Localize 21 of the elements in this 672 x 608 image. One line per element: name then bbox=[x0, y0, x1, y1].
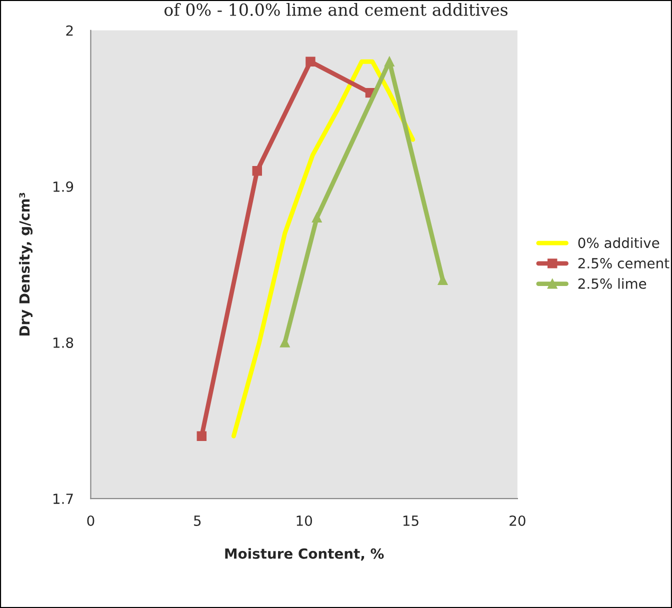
y-axis-title: Dry Density, g/cm³ bbox=[18, 192, 33, 336]
x-axis-title: Moisture Content, % bbox=[225, 548, 384, 561]
point bbox=[252, 166, 262, 176]
x-tick-label: 15 bbox=[403, 516, 418, 526]
x-tick-label: 10 bbox=[296, 515, 312, 526]
chart-title: of 0% - 10.0% lime and cement additives bbox=[164, 3, 508, 16]
legend-label: 0% additive bbox=[578, 237, 660, 248]
point bbox=[306, 56, 316, 66]
x-tick-label: 5 bbox=[194, 516, 201, 526]
point bbox=[312, 212, 322, 223]
legend-label: 2.5% lime bbox=[578, 278, 646, 289]
y-tick-label: 1.8 bbox=[53, 337, 74, 348]
x-tick-label: 20 bbox=[510, 515, 526, 526]
legend-label: 2.5% cement bbox=[578, 258, 670, 269]
point bbox=[196, 431, 207, 441]
x-tick-label: 0 bbox=[87, 515, 94, 526]
point bbox=[384, 56, 394, 66]
y-tick-label: 1.7 bbox=[53, 494, 73, 504]
y-tick-label: 2 bbox=[66, 25, 73, 36]
line-series bbox=[231, 59, 416, 438]
y-tick-label: 1.9 bbox=[53, 181, 74, 192]
